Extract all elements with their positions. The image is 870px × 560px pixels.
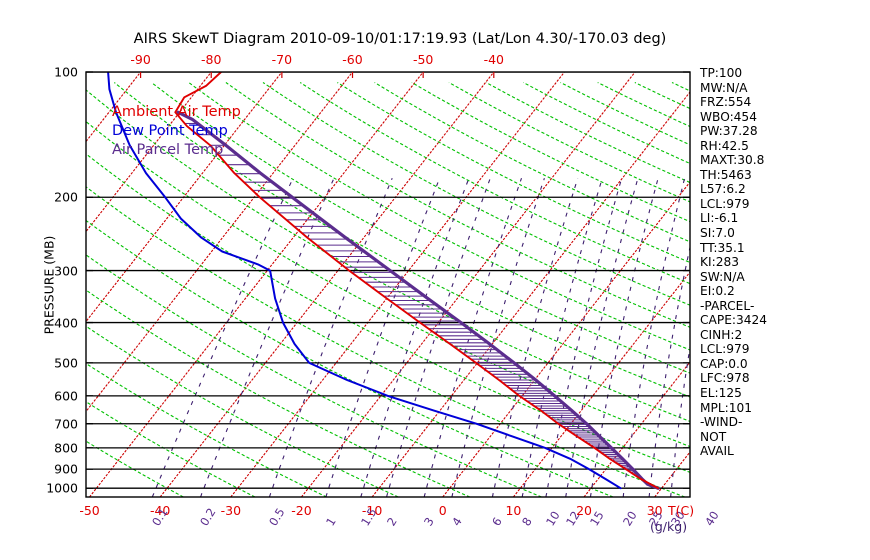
stat-line-25: NOT — [700, 429, 727, 444]
legend-item-2: Air Parcel Temp — [112, 142, 224, 158]
stat-line-13: KI:283 — [700, 255, 739, 270]
stat-line-0: TP:100 — [700, 66, 743, 80]
stat-line-21: LFC:978 — [700, 371, 750, 386]
stat-line-18: CINH:2 — [700, 327, 743, 342]
stat-line-24: -WIND- — [700, 415, 743, 430]
bottom-temp-tick--30: -30 — [220, 503, 242, 518]
page-title: AIRS SkewT Diagram 2010-09-10/01:17:19.9… — [133, 31, 667, 47]
mixing-ratio-axis-label: (g/kg) — [650, 519, 688, 534]
stat-line-2: FRZ:554 — [700, 95, 752, 110]
stat-line-19: LCL:979 — [700, 342, 750, 357]
pressure-tick-500: 500 — [54, 355, 78, 371]
top-temp-tick--90: -90 — [130, 52, 151, 67]
bottom-temp-tick--40: -40 — [149, 503, 171, 518]
pressure-tick-900: 900 — [54, 461, 78, 477]
stat-line-6: MAXT:30.8 — [700, 153, 765, 168]
stat-line-20: CAP:0.0 — [700, 356, 748, 371]
pressure-tick-1000: 1000 — [46, 480, 78, 496]
bottom-temp-tick--20: -20 — [291, 503, 312, 518]
stat-line-10: LI:-6.1 — [700, 211, 739, 226]
top-temp-tick--40: -40 — [483, 52, 505, 67]
legend-item-1: Dew Point Temp — [112, 123, 228, 139]
bottom-temp-tick-0: 0 — [438, 503, 447, 518]
temperature-axis-label: T(C) — [668, 503, 695, 518]
stat-line-7: TH:5463 — [700, 167, 752, 182]
pressure-tick-100: 100 — [54, 64, 78, 80]
pressure-tick-800: 800 — [54, 440, 78, 456]
stat-line-17: CAPE:3424 — [700, 313, 768, 328]
stat-line-23: MPL:101 — [700, 400, 753, 415]
bottom-temp-tick-30: 30 — [646, 503, 663, 518]
stat-line-1: MW:N/A — [700, 80, 748, 95]
top-temp-tick--50: -50 — [412, 52, 434, 67]
top-temp-tick--70: -70 — [271, 52, 293, 67]
stat-line-5: RH:42.5 — [700, 138, 749, 153]
stat-line-4: PW:37.28 — [700, 124, 758, 139]
pressure-tick-200: 200 — [54, 189, 78, 205]
bottom-temp-tick-10: 10 — [505, 503, 522, 518]
pressure-tick-300: 300 — [54, 263, 78, 279]
stat-line-12: TT:35.1 — [700, 240, 745, 255]
pressure-tick-400: 400 — [54, 315, 78, 331]
stat-line-14: SW:N/A — [700, 269, 745, 284]
legend-item-0: Ambient Air Temp — [112, 104, 241, 120]
bottom-temp-tick--50: -50 — [79, 503, 100, 518]
stat-line-9: LCL:979 — [700, 196, 750, 211]
top-temp-tick--80: -80 — [201, 52, 222, 67]
stat-line-8: L57:6.2 — [700, 182, 746, 197]
top-temp-tick--60: -60 — [342, 52, 363, 67]
stat-line-26: AVAIL — [700, 444, 734, 459]
pressure-tick-600: 600 — [54, 388, 78, 404]
stat-line-22: EL:125 — [700, 386, 742, 401]
stat-line-11: SI:7.0 — [700, 226, 735, 241]
bottom-temp-tick-20: 20 — [576, 503, 592, 518]
stat-line-15: EI:0.2 — [700, 284, 735, 299]
stat-line-3: WBO:454 — [700, 109, 757, 124]
bottom-temp-tick--10: -10 — [361, 503, 383, 518]
pressure-tick-700: 700 — [54, 416, 78, 432]
sounding-stats-panel: TP:100 MW:N/A FRZ:554 WBO:454 PW:37.28 RH:42.… — [700, 66, 820, 459]
stat-line-16: -PARCEL- — [700, 298, 755, 313]
